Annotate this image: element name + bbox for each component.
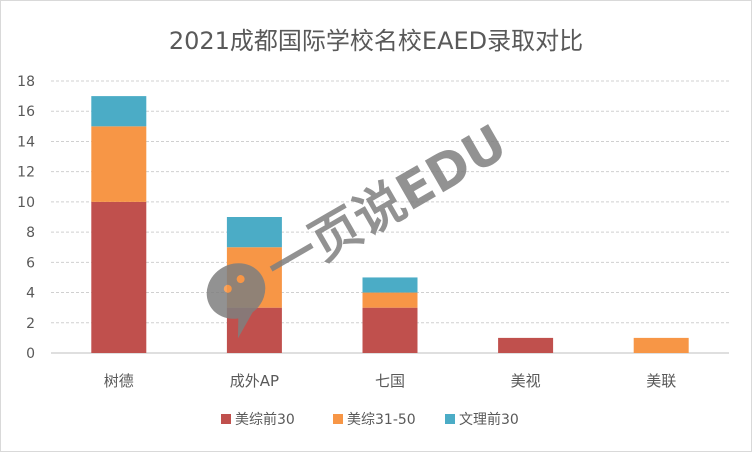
y-tick-label: 10 [17, 195, 35, 211]
x-tick-label: 成外AP [230, 372, 279, 390]
legend-swatch [333, 414, 343, 424]
bar-segment [498, 337, 554, 353]
y-tick-label: 18 [17, 74, 35, 90]
x-tick-label: 美联 [646, 372, 676, 390]
legend-label: 美综前30 [235, 411, 295, 428]
bar-segment [91, 96, 147, 127]
bar-segment [91, 126, 147, 202]
y-tick-label: 16 [17, 104, 35, 120]
legend-label: 美综31-50 [347, 412, 416, 428]
bar-segment [226, 217, 282, 248]
y-tick-label: 12 [17, 165, 35, 181]
x-axis-ticks: 树德 成外AP 七国 美视 美联 [104, 372, 676, 390]
legend-swatch [221, 414, 231, 424]
chat-bubble-logo-icon [206, 263, 266, 339]
bar-segment [633, 337, 689, 353]
bars [91, 96, 689, 353]
y-tick-label: 4 [26, 286, 35, 302]
y-axis-ticks: 0 2 4 6 8 10 12 14 16 18 [17, 74, 35, 362]
legend-swatch [445, 414, 455, 424]
legend-label: 文理前30 [459, 411, 519, 428]
y-tick-label: 6 [26, 255, 35, 271]
x-tick-label: 七国 [375, 372, 405, 390]
bar-segment [91, 201, 147, 353]
y-tick-label: 2 [26, 316, 35, 332]
y-tick-label: 8 [26, 225, 35, 241]
bar-segment [362, 292, 418, 308]
y-tick-label: 14 [17, 134, 35, 150]
chart-title: 2021成都国际学校名校EAED录取对比 [169, 27, 583, 55]
y-tick-label: 0 [26, 346, 35, 362]
x-tick-label: 美视 [511, 372, 541, 390]
gridlines [51, 80, 729, 354]
bar-segment [362, 307, 418, 353]
x-tick-label: 树德 [104, 372, 134, 390]
legend: 美综前30 美综31-50 文理前30 [221, 411, 519, 428]
bar-segment [362, 277, 418, 293]
